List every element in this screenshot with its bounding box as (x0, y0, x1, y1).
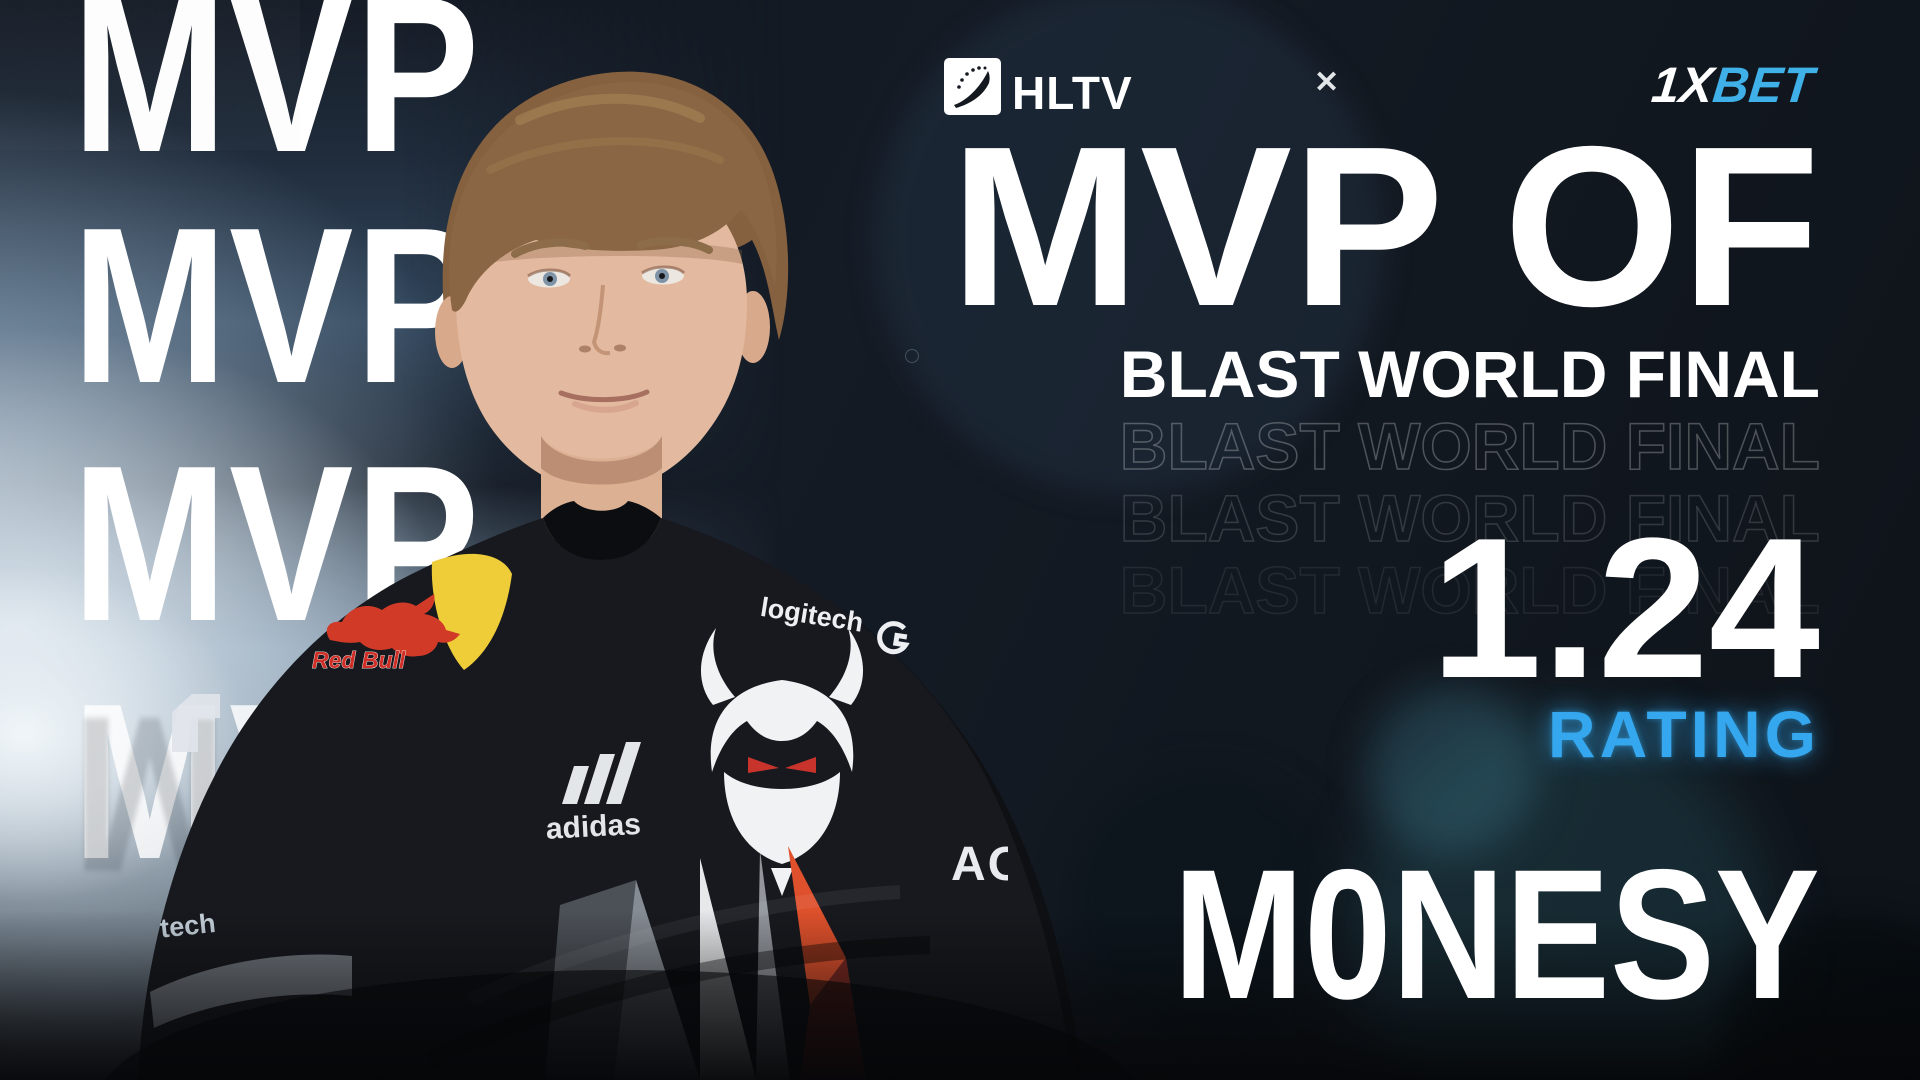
hltv-comet-icon (954, 66, 990, 108)
jersey-collar (543, 501, 661, 560)
red-bull-sun-shape (431, 553, 512, 670)
background-ring-dot (905, 349, 919, 363)
player-nickname: M0NESY (1173, 832, 1820, 1038)
player-eyebrow-right (637, 237, 713, 254)
hltv-logo (944, 58, 1001, 115)
player-eyebrow-left (511, 238, 589, 258)
event-ghost-line: BLAST WORLD FINAL (1119, 409, 1821, 483)
player-fringe (449, 82, 777, 312)
x-separator: ✕ (1314, 66, 1340, 99)
rating-label: RATING (1547, 697, 1820, 771)
player-eye-left (527, 268, 572, 288)
bottom-vignette (0, 910, 1920, 1080)
hair-highlight (486, 137, 724, 174)
nostril (579, 345, 591, 353)
adidas-wordmark: adidas (545, 808, 642, 846)
red-bull-logo (326, 594, 460, 657)
neck-shadow (541, 436, 662, 485)
player-lower-lip (572, 400, 639, 413)
logitech-g-icon (877, 621, 910, 655)
player-eye-right (641, 265, 686, 285)
event-ghost-line: BLAST WORLD FINAL (1119, 553, 1821, 627)
background-mvp-row: MVP (72, 182, 482, 430)
g2-logo (700, 628, 864, 896)
player-mouth (558, 389, 650, 403)
adidas-logo (562, 742, 641, 804)
sleeve-logitech-g-icon (172, 694, 220, 752)
arm-sponsor-partial: AO (951, 838, 1008, 891)
player-nose (591, 284, 611, 356)
rating-value: 1.24 (1430, 497, 1820, 720)
event-ghost-line: BLAST WORLD FINAL (1119, 481, 1821, 555)
background-circle-teal-small (1367, 685, 1537, 855)
headline-title: MVP OF (950, 100, 1820, 354)
hltv-wordmark: HLTV (1012, 67, 1133, 119)
hair-highlight (515, 93, 705, 125)
event-name: BLAST WORLD FINAL (1119, 337, 1820, 411)
red-bull-wordmark: Red Bull (312, 647, 406, 673)
nostril (614, 344, 626, 352)
